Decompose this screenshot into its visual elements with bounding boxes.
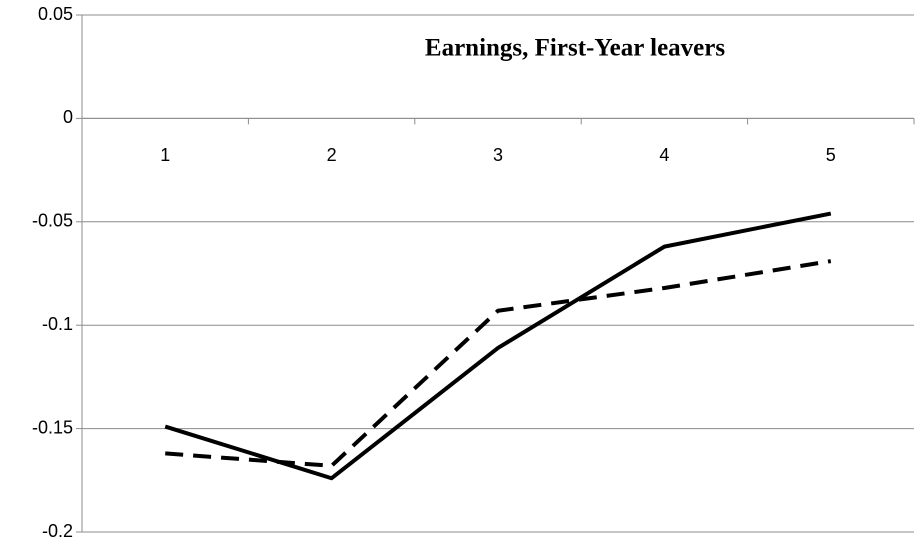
x-tick-label: 4	[659, 145, 669, 165]
chart-title: Earnings, First-Year leavers	[425, 35, 725, 62]
x-tick-label: 1	[160, 145, 170, 165]
line-series	[165, 259, 832, 468]
y-tick-label: -0.1	[42, 314, 73, 334]
y-tick-label: -0.2	[42, 521, 73, 541]
line-series	[164, 211, 832, 481]
x-tick-label: 2	[327, 145, 337, 165]
x-tick-label: 3	[493, 145, 503, 165]
y-tick-label: 0	[63, 107, 73, 127]
y-tick-label: -0.05	[32, 211, 73, 231]
x-tick-label: 5	[826, 145, 836, 165]
y-tick-label: 0.05	[38, 4, 73, 24]
y-tick-label: -0.15	[32, 417, 73, 437]
